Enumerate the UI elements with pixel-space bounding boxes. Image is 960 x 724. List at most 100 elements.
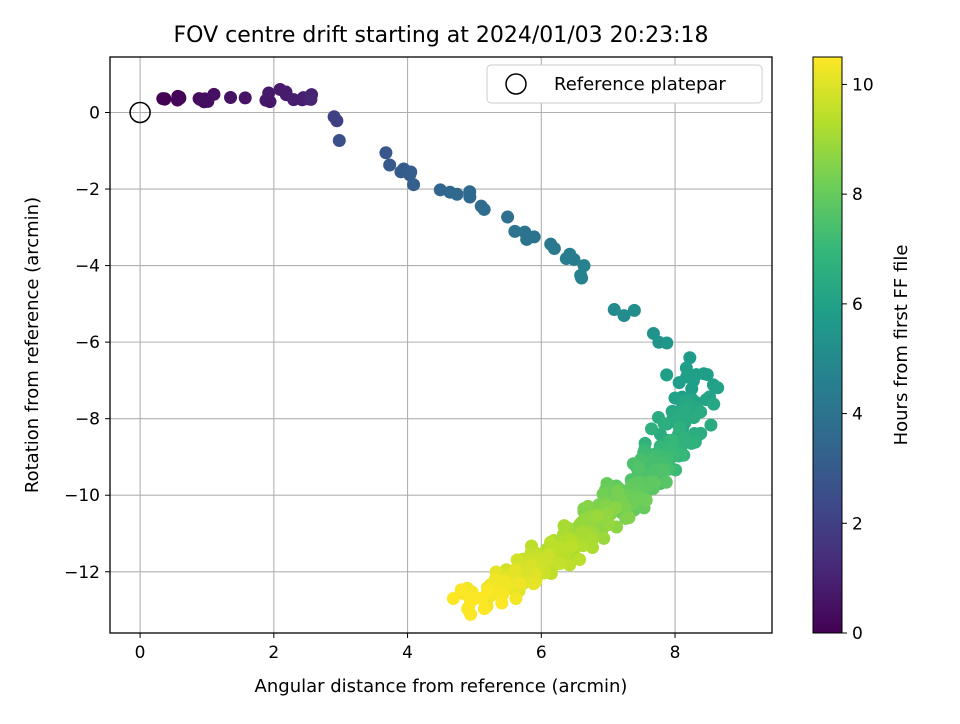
colorbar-tick-label: 10 bbox=[852, 75, 874, 95]
x-tick-label: 8 bbox=[670, 643, 681, 663]
scatter-point bbox=[224, 90, 238, 104]
data-points bbox=[156, 82, 725, 621]
scatter-point bbox=[660, 336, 674, 350]
scatter-point bbox=[602, 517, 616, 531]
scatter-point bbox=[158, 92, 172, 106]
legend-label: Reference platepar bbox=[554, 74, 726, 95]
scatter-point bbox=[581, 499, 595, 513]
scatter-point bbox=[495, 596, 509, 610]
scatter-point bbox=[330, 114, 344, 128]
scatter-point bbox=[672, 420, 686, 434]
scatter-point bbox=[207, 87, 221, 101]
scatter-point bbox=[403, 168, 417, 182]
scatter-point bbox=[287, 93, 301, 107]
scatter-point bbox=[657, 465, 671, 479]
scatter-point bbox=[687, 411, 701, 425]
scatter-point bbox=[590, 509, 604, 523]
scatter-point bbox=[683, 351, 697, 365]
scatter-point bbox=[574, 268, 588, 282]
scatter-point bbox=[379, 146, 393, 160]
scatter-point bbox=[477, 202, 491, 216]
legend-marker bbox=[505, 73, 527, 95]
scatter-point bbox=[573, 553, 587, 567]
y-axis-ticks: 0 −2 −4 −6 −8 −10 −12 bbox=[64, 103, 110, 583]
scatter-point bbox=[697, 367, 711, 381]
colorbar-ticks: 0 2 4 6 8 10 bbox=[842, 75, 874, 644]
scatter-point bbox=[627, 303, 641, 317]
scatter-point bbox=[645, 422, 659, 436]
colorbar-tick-label: 2 bbox=[852, 514, 863, 534]
scatter-point bbox=[547, 241, 561, 255]
scatter-point bbox=[607, 303, 621, 317]
scatter-point bbox=[659, 475, 673, 489]
scatter-point bbox=[552, 541, 566, 555]
scatter-point bbox=[639, 493, 653, 507]
y-tick-label: −10 bbox=[64, 486, 100, 506]
scatter-point bbox=[707, 397, 721, 411]
scatter-point bbox=[622, 511, 636, 525]
y-tick-label: −12 bbox=[64, 563, 100, 583]
scatter-point bbox=[527, 577, 541, 591]
colorbar-tick-label: 6 bbox=[852, 295, 863, 315]
x-tick-label: 2 bbox=[268, 643, 279, 663]
scatter-point bbox=[681, 367, 695, 381]
legend: Reference platepar bbox=[486, 64, 763, 104]
chart-title: FOV centre drift starting at 2024/01/03 … bbox=[174, 23, 709, 48]
x-tick-label: 4 bbox=[402, 643, 413, 663]
scatter-point bbox=[465, 593, 479, 607]
scatter-point bbox=[262, 86, 276, 100]
scatter-point bbox=[617, 309, 631, 323]
y-tick-label: 0 bbox=[89, 103, 100, 123]
scatter-point bbox=[407, 178, 421, 192]
scatter-point bbox=[660, 368, 674, 382]
scatter-point bbox=[304, 92, 318, 106]
scatter-point bbox=[576, 539, 590, 553]
scatter-point bbox=[600, 507, 614, 521]
scatter-point bbox=[509, 592, 523, 606]
x-tick-label: 6 bbox=[536, 643, 547, 663]
x-tick-label: 0 bbox=[135, 643, 146, 663]
colorbar bbox=[812, 56, 843, 634]
scatter-point bbox=[508, 224, 522, 238]
scatter-point bbox=[704, 418, 718, 432]
scatter-point bbox=[597, 531, 611, 545]
scatter-point bbox=[383, 158, 397, 172]
scatter-point bbox=[648, 475, 662, 489]
scatter-point bbox=[711, 381, 725, 395]
scatter-point bbox=[454, 583, 468, 597]
scatter-point bbox=[446, 591, 460, 605]
y-tick-label: −4 bbox=[75, 257, 100, 277]
scatter-point bbox=[553, 557, 567, 571]
scatter-point bbox=[673, 408, 687, 422]
scatter-point bbox=[501, 210, 515, 224]
legend-box bbox=[486, 64, 763, 104]
colorbar-tick-label: 0 bbox=[852, 624, 863, 644]
scatter-point bbox=[477, 602, 491, 616]
scatter-point bbox=[632, 461, 646, 475]
scatter-point bbox=[678, 431, 692, 445]
y-tick-label: −8 bbox=[75, 410, 100, 430]
colorbar-tick-label: 8 bbox=[852, 185, 863, 205]
scatter-point bbox=[513, 576, 527, 590]
scatter-point bbox=[610, 484, 624, 498]
scatter-point bbox=[618, 500, 632, 514]
plot-frame bbox=[109, 56, 773, 634]
x-axis-label: Angular distance from reference (arcmin) bbox=[255, 676, 628, 697]
scatter-point bbox=[463, 185, 477, 199]
scatter-point bbox=[508, 565, 522, 579]
scatter-point bbox=[563, 558, 577, 572]
y-axis-label: Rotation from reference (arcmin) bbox=[22, 197, 43, 493]
reference-marker bbox=[129, 101, 151, 124]
scatter-point bbox=[481, 583, 495, 597]
scatter-point bbox=[657, 417, 671, 431]
x-axis-ticks: 0 2 4 6 8 bbox=[135, 633, 681, 663]
scatter-point bbox=[238, 91, 252, 105]
scatter-point bbox=[170, 93, 184, 107]
scatter-point bbox=[559, 252, 573, 266]
y-tick-label: −2 bbox=[75, 180, 100, 200]
colorbar-label: Hours from first FF file bbox=[891, 245, 912, 446]
scatter-point bbox=[565, 539, 579, 553]
scatter-point bbox=[576, 525, 590, 539]
